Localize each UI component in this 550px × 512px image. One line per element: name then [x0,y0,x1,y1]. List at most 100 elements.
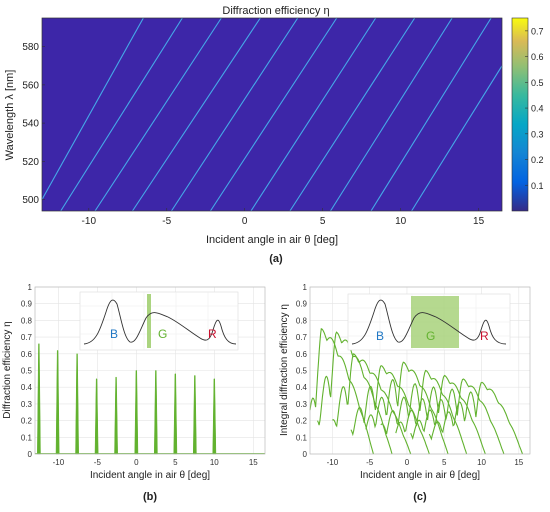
colorbar-tick-label: 0.2 [531,155,544,165]
inset-b-label-g: G [158,327,167,341]
panel-b: -10 -5 0 5 10 15 0 0.1 0.2 0.3 0.4 0.5 0.6 0.7 0.8 0.9… [2,283,266,503]
panel-c-series-8 [428,381,524,455]
panel-b-y-tick-label: 0.1 [21,433,33,442]
heatmap-line-3 [131,17,261,212]
heatmap-line-9 [370,17,492,212]
heatmap-y-ticks: 500 520 540 560 580 [22,42,45,206]
inset-c-green-band [411,296,459,348]
panel-b-frame [34,286,266,455]
panel-c: -10 -5 0 5 10 15 0 0.1 0.2 0.3 0.4 0.5 0.6 0.7 0.8 0.9… [279,283,531,503]
heatmap-y-tick-label: 500 [22,195,39,206]
inset-b-label-b: B [110,327,118,341]
panel-c-x-tick-label: 5 [442,458,447,467]
panel-c-series-3 [350,365,430,455]
panel-c-series-2 [332,353,412,455]
panel-c-y-ticks: 0 0.1 0.2 0.3 0.4 0.5 0.6 0.7 0.8 0.9 1 [296,283,308,459]
panel-b-y-tick-label: 0.2 [21,417,33,426]
panel-c-y-tick-label: 0.2 [296,417,308,426]
panel-b-y-tick-label: 0.6 [21,350,33,359]
panel-b-y-tick-label: 0.4 [21,383,33,392]
heatmap-x-tick-label: 10 [395,216,407,227]
heatmap-line-1 [60,17,183,212]
panel-c-series-1 [317,331,393,455]
inset-b-background [79,291,239,351]
heatmap-line-0 [41,17,144,200]
heatmap-x-tick-label: 15 [473,216,485,227]
panel-c-y-tick-label: 0.5 [296,367,308,376]
panel-c-y-tick-label: 0.9 [296,300,308,309]
panel-c-x-tick-label: 10 [477,458,486,467]
figure-label-c: (c) [413,491,427,503]
heatmap-line-8 [330,17,453,212]
panel-c-x-ticks: -10 -5 0 5 10 15 [327,458,524,467]
colorbar-tick-label: 0.7 [531,26,544,36]
colorbar [511,17,529,212]
panel-c-frame [309,286,531,455]
panel-c-inset: B G R [347,293,511,351]
inset-b-spectrum [83,299,237,345]
colorbar-ticks: 0.1 0.2 0.3 0.4 0.5 0.6 0.7 [525,26,544,191]
colorbar-tick-label: 0.6 [531,52,544,62]
panel-c-x-tick-label: 15 [514,458,523,467]
heatmap-line-5 [209,17,338,212]
panel-b-x-tick-label: -5 [94,458,102,467]
panel-b-x-tick-label: -10 [53,458,65,467]
panel-c-series-4 [365,361,449,455]
panel-c-y-tick-label: 0.8 [296,316,308,325]
panel-c-series-5 [380,369,468,455]
heatmap-y-tick-label: 560 [22,80,39,91]
heatmap-frame [41,17,503,212]
inset-c-label-g: G [426,329,435,343]
heatmap-x-label: Incident angle in air θ [deg] [206,234,338,246]
panel-b-x-tick-label: 0 [134,458,139,467]
heatmap-plot-area [42,18,502,211]
heatmap-line-10 [411,65,503,212]
panel-c-y-tick-label: 0.3 [296,400,308,409]
inset-b-green-band [147,294,151,348]
colorbar-tick-label: 0.3 [531,129,544,139]
panel-b-x-ticks: -10 -5 0 5 10 15 [53,458,259,467]
figure-label-a: (a) [269,253,283,265]
panel-b-x-tick-label: 15 [249,458,258,467]
panel-b-y-ticks: 0 0.1 0.2 0.3 0.4 0.5 0.6 0.7 0.8 0.9 1 [21,283,33,459]
panel-b-y-tick-label: 0.9 [21,300,33,309]
panel-c-y-tick-label: 0.4 [296,383,308,392]
panel-c-x-tick-label: 0 [405,458,410,467]
panel-b-y-tick-label: 0.8 [21,316,33,325]
panel-b-y-tick-label: 0.3 [21,400,33,409]
panel-b-y-tick-label: 0 [28,450,33,459]
heatmap-y-tick-label: 540 [22,119,39,130]
panel-c-y-tick-label: 0.6 [296,350,308,359]
heatmap-x-ticks: -10 -5 0 5 10 15 [82,208,485,227]
colorbar-tick-label: 0.4 [531,104,544,114]
panel-b-x-label: Incident angle in air θ [deg] [90,470,210,481]
heatmap-y-tick-label: 580 [22,42,39,53]
heatmap-line-7 [289,17,416,212]
colorbar-tick-label: 0.5 [531,78,544,88]
panel-c-y-tick-label: 0.1 [296,433,308,442]
inset-c-spectrum [351,299,507,345]
panel-c-lines [309,328,524,455]
panel-c-y-tick-label: 0 [303,450,308,459]
inset-c-label-r: R [480,329,489,343]
panel-c-y-tick-label: 0.7 [296,333,308,342]
inset-c-label-b: B [376,329,384,343]
panel-c-x-label: Incident angle in air θ [deg] [360,470,480,481]
panel-c-series-6 [395,374,486,455]
panel-c-y-label: Integral diffraction efficiency η [279,304,290,436]
heatmap-line-4 [170,17,299,212]
panel-b-y-tick-label: 0.5 [21,367,33,376]
panel-c-series-7 [410,378,505,455]
heatmap-y-label: Wavelength λ [nm] [4,70,16,161]
panel-b-inset: B G R [79,291,239,351]
colorbar-tick-label: 0.1 [531,181,544,191]
figure-label-b: (b) [143,491,157,503]
panel-c-y-tick-label: 1 [303,283,308,292]
panel-b-y-tick-label: 1 [28,283,33,292]
panel-b-x-tick-label: 10 [210,458,219,467]
heatmap-x-tick-label: 5 [320,216,326,227]
heatmap-x-tick-label: -5 [162,216,171,227]
panel-a-title: Diffraction efficiency η [222,5,329,17]
panel-a: Diffraction efficiency η -10 -5 0 5 10 15 500… [4,5,544,265]
